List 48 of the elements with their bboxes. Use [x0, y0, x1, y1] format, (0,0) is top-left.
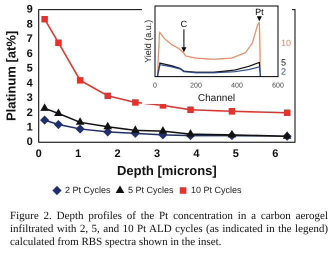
- text: 10: [281, 38, 292, 48]
- x-tick-label: 5: [232, 148, 239, 160]
- x-tick-label: 3: [154, 148, 160, 160]
- x-tick-label: 2: [114, 148, 121, 160]
- y-tick-label: 3: [26, 92, 33, 104]
- point: [41, 16, 48, 22]
- y-tick-label: 2: [26, 106, 33, 119]
- x-tick-label: 6: [272, 148, 278, 160]
- y-axis-title: Yield (a.u.): [143, 20, 153, 63]
- legend-label: 10 Pt Cycles: [191, 184, 242, 195]
- point: [40, 104, 48, 111]
- text: 2: [281, 66, 286, 77]
- x-axis-title: Channel: [198, 92, 236, 104]
- legend-label: 2 Pt Cycles: [64, 184, 111, 195]
- y-tick-label: 6: [26, 48, 33, 60]
- point: [76, 124, 84, 134]
- point: [132, 99, 139, 106]
- point: [132, 126, 140, 133]
- caption: Figure 2. Depth profiles of the Pt concentration in a carbon aerogel infiltrated with 2, 5, and 10 Pt ALD cycles (as indicated in the legend) calculated from RBS spectra shown in the inset.: [10, 210, 328, 250]
- x-axis-title: Depth [microns]: [117, 162, 217, 178]
- legend-label: 5 Pt Cycles: [128, 184, 174, 195]
- x-tick-label: 4: [193, 148, 200, 160]
- x-tick-label: 0: [36, 148, 42, 160]
- annotation: C: [180, 19, 188, 30]
- y-axis-title: Platinum [at%]: [3, 30, 18, 122]
- point: [104, 122, 112, 130]
- y-tick-label: 8: [26, 18, 33, 30]
- text: 5: [281, 58, 286, 68]
- point: [228, 108, 236, 114]
- point: [228, 130, 236, 138]
- point: [76, 77, 84, 84]
- annotation: Pt: [255, 7, 264, 17]
- y-tick-label: 9: [26, 4, 33, 16]
- point: [54, 109, 62, 116]
- point: [159, 126, 167, 134]
- point: [284, 110, 290, 116]
- point: [186, 130, 194, 137]
- point: [55, 40, 62, 46]
- x-tick-label: 1: [75, 148, 82, 160]
- point: [76, 118, 84, 125]
- point: [104, 92, 111, 100]
- y-tick-label: 7: [26, 33, 33, 46]
- point: [187, 106, 194, 114]
- y-tick-label: 0: [26, 136, 33, 148]
- point: [40, 116, 49, 124]
- y-tick-label: 1: [26, 122, 33, 134]
- point: [54, 120, 63, 129]
- y-tick-label: 5: [26, 62, 33, 75]
